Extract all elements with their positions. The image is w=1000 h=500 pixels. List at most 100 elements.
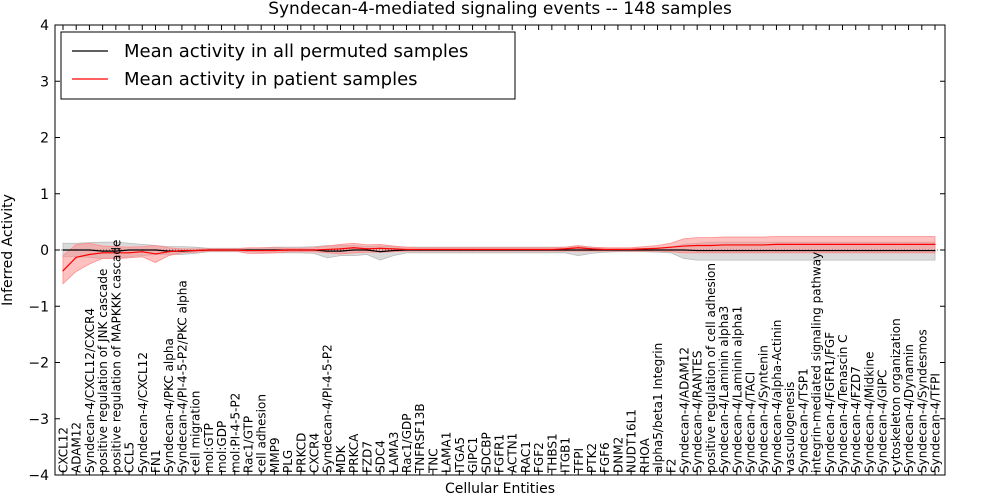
x-tick-label: Syndecan-4/PKC alpha <box>162 338 176 473</box>
data-point <box>194 249 196 252</box>
data-point <box>643 249 645 251</box>
x-tick-label: SDCBP <box>479 432 493 473</box>
data-point <box>102 252 104 254</box>
y-tick-label: 0 <box>40 243 49 259</box>
data-point <box>921 243 923 245</box>
x-tick-label: Syndecan-4/RANTES <box>691 351 705 473</box>
data-point <box>841 249 844 252</box>
data-point <box>115 250 117 252</box>
data-point <box>379 251 381 253</box>
x-tick-label: cell migration <box>189 391 203 473</box>
data-point <box>102 250 104 252</box>
x-tick-label: Syndecan-4/PI-4-5-P2/PKC alpha <box>175 280 189 473</box>
data-point <box>762 244 764 246</box>
data-point <box>894 243 896 245</box>
x-tick-label: DNM2 <box>611 437 625 473</box>
y-tick-label: −3 <box>28 412 49 428</box>
x-tick-label: Syndecan-4/TSP1 <box>796 368 810 473</box>
x-tick-label: RAC1 <box>519 441 533 473</box>
data-point <box>366 248 368 250</box>
data-point <box>604 248 606 251</box>
data-point <box>141 249 143 251</box>
data-point <box>868 249 870 252</box>
data-point <box>524 248 527 251</box>
data-point <box>181 249 183 252</box>
legend-label-patient: Mean activity in patient samples <box>124 69 418 90</box>
data-point <box>141 251 143 253</box>
x-tick-label: MMP9 <box>268 437 282 473</box>
data-point <box>881 243 883 245</box>
data-point <box>154 249 157 251</box>
data-point <box>894 249 896 252</box>
data-point <box>815 243 817 245</box>
x-tick-label: Syndecan-4/Syndesmos <box>915 329 929 473</box>
x-tick-label: Syndecan-4/PI-4-5-P2 <box>321 344 335 473</box>
x-tick-label: Syndecan-4/Tenascin C <box>836 334 850 473</box>
data-point <box>934 249 936 252</box>
data-point <box>617 248 619 251</box>
x-tick-label: NUDT16L1 <box>625 409 639 473</box>
x-tick-label: CCL5 <box>123 442 137 473</box>
data-point <box>815 249 817 252</box>
data-point <box>353 247 355 249</box>
data-point <box>749 244 751 246</box>
data-point <box>379 247 381 249</box>
data-point <box>458 248 460 251</box>
data-point <box>921 249 923 252</box>
y-tick-label: −2 <box>28 356 49 372</box>
x-tick-label: cytoskeleton organization <box>889 318 903 473</box>
x-tick-label: Syndecan-4/FZD7 <box>849 366 863 473</box>
data-point <box>723 249 725 252</box>
x-tick-label: Syndecan-4/CXCL12 <box>136 352 150 473</box>
data-point <box>419 248 421 251</box>
data-point <box>485 248 487 251</box>
data-point <box>907 249 910 252</box>
data-point <box>326 248 328 251</box>
data-point <box>366 249 368 251</box>
data-point <box>762 249 764 252</box>
x-tick-label: F2 <box>664 458 678 473</box>
x-tick-label: TNFRSF13B <box>413 403 427 474</box>
x-tick-label: integrin-mediated signaling pathway <box>810 252 824 473</box>
data-point <box>154 253 157 255</box>
data-point <box>273 249 275 252</box>
data-point <box>498 248 500 251</box>
x-tick-label: TFPI <box>572 448 586 474</box>
x-tick-label: Rac1/GTP <box>241 416 255 473</box>
data-point <box>683 245 685 247</box>
data-point <box>709 244 711 247</box>
x-tick-label: Syndecan-4/GIPC <box>876 370 890 473</box>
x-tick-label: FGF6 <box>598 442 612 473</box>
data-point <box>392 249 394 252</box>
data-point <box>220 249 223 251</box>
data-point <box>405 248 408 251</box>
data-point <box>128 252 130 254</box>
x-tick-label: Syndecan-4/Laminin alpha3 <box>717 306 731 473</box>
data-point <box>670 246 672 248</box>
data-point <box>855 249 857 252</box>
data-point <box>643 248 645 250</box>
data-point <box>828 243 830 245</box>
data-point <box>630 248 632 251</box>
x-tick-label: CXCR4 <box>308 433 322 473</box>
data-point <box>736 249 738 252</box>
x-tick-label: ITGA5 <box>453 437 467 473</box>
x-tick-label: Syndecan-4/CXCL12/CXCR4 <box>83 308 97 473</box>
data-point <box>749 249 751 252</box>
data-point <box>551 248 553 251</box>
x-tick-label: cell adhesion <box>255 394 269 473</box>
data-point <box>907 243 910 245</box>
x-tick-label: MDK <box>334 444 348 473</box>
x-tick-label: Syndecan-4/TACI <box>744 372 758 473</box>
data-point <box>392 248 394 250</box>
x-tick-label: FN1 <box>149 449 163 473</box>
x-tick-label: FGF2 <box>532 442 546 473</box>
data-point <box>115 252 117 254</box>
data-point <box>339 250 342 252</box>
x-tick-label: PRKCD <box>294 433 308 473</box>
data-point <box>62 249 64 251</box>
data-point <box>207 249 209 251</box>
data-point <box>736 244 738 246</box>
data-point <box>247 249 249 252</box>
data-point <box>934 243 936 245</box>
